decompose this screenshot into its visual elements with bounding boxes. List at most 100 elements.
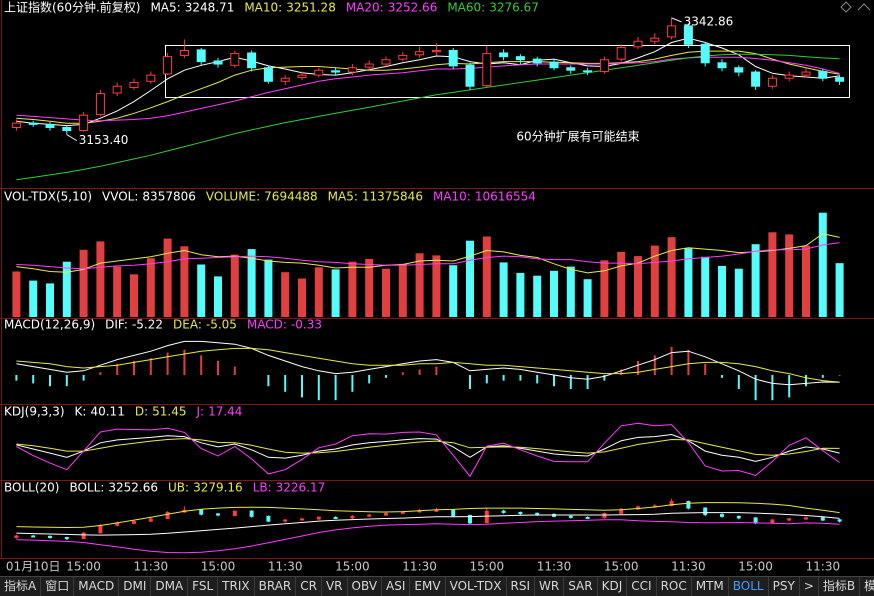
candle-body xyxy=(247,52,257,69)
candle-body xyxy=(801,71,811,76)
volume-bar xyxy=(835,263,844,317)
candle-body xyxy=(700,43,710,64)
volume-bar xyxy=(398,263,407,317)
volume-bar xyxy=(146,258,155,317)
indicator-value: 3251.28 xyxy=(286,1,336,15)
toolbar-tab[interactable]: KDJ xyxy=(598,577,628,596)
indicator-label: UB: xyxy=(168,481,189,495)
annotation-label: 3153.40 xyxy=(79,133,129,147)
volume-bar xyxy=(667,237,676,317)
candle-body xyxy=(11,122,21,128)
toolbar-tab[interactable]: VOL-TDX xyxy=(446,577,507,596)
toolbar-tab[interactable]: MTM xyxy=(692,577,729,596)
x-tick-label: 11:30 xyxy=(402,560,437,574)
toolbar-tab[interactable]: SAR xyxy=(564,577,598,596)
toolbar-tab[interactable]: 指标A xyxy=(0,577,42,596)
indicator-label: DIF: xyxy=(105,318,128,332)
indicator-line xyxy=(16,422,840,478)
indicator-label: MA10: xyxy=(433,190,471,204)
toolbar-tab[interactable]: PSY xyxy=(769,577,800,596)
candle-body xyxy=(431,49,441,53)
indicator-label: MA10: xyxy=(244,1,282,15)
candle-body xyxy=(736,515,741,519)
candle-body xyxy=(616,46,626,60)
panel-title: KDJ(9,3,3) xyxy=(4,405,65,419)
toolbar-tab[interactable]: VR xyxy=(322,577,348,596)
toolbar-tab[interactable]: RSI xyxy=(507,577,536,596)
indicator-label: MA20: xyxy=(346,1,384,15)
toolbar-tab[interactable]: WR xyxy=(535,577,565,596)
volume-bar xyxy=(264,259,273,317)
toolbar-tab[interactable]: BRAR xyxy=(255,577,297,596)
toolbar-tab[interactable]: MACD xyxy=(74,577,120,596)
volume-bar xyxy=(566,266,575,317)
candle-body xyxy=(79,114,89,132)
toolbar-tab[interactable]: 模板 xyxy=(860,577,874,596)
indicator-value: 17.44 xyxy=(208,405,242,419)
candle-body xyxy=(650,37,660,42)
toolbar-tab[interactable]: EMV xyxy=(410,577,446,596)
candle-body xyxy=(14,535,19,538)
candle-body xyxy=(468,514,472,524)
indicator-line xyxy=(16,512,840,536)
volume-bar xyxy=(298,278,306,317)
panel-title: 上证指数(60分钟.前复权) xyxy=(4,0,140,15)
candle-body xyxy=(213,60,223,65)
indicator-line xyxy=(16,438,840,456)
volume-bar xyxy=(197,264,206,317)
volume-bar xyxy=(751,244,760,317)
toolbar-tab[interactable]: > xyxy=(800,577,819,596)
candle-body xyxy=(484,510,489,524)
icon-diamond[interactable] xyxy=(840,1,852,13)
volume-bar xyxy=(466,240,474,317)
candle-body xyxy=(98,525,103,534)
candle-body xyxy=(451,509,456,517)
candle-body xyxy=(818,70,828,79)
annotation-note: 60分钟扩展有可能结束 xyxy=(516,129,639,144)
indicator-value: 3276.67 xyxy=(489,1,539,15)
candle-body xyxy=(230,53,240,66)
toolbar-tab[interactable]: BOLL xyxy=(729,577,769,596)
toolbar-tab[interactable]: 窗口 xyxy=(41,577,75,596)
toolbar-tab[interactable]: ASI xyxy=(382,577,411,596)
toolbar-tab[interactable]: DMI xyxy=(119,577,152,596)
candle-body xyxy=(364,63,374,68)
toolbar-tab[interactable]: 指标B xyxy=(819,577,861,596)
indicator-label: LB: xyxy=(253,481,272,495)
toolbar-tab[interactable]: FSL xyxy=(188,577,219,596)
indicator-label: MA5: xyxy=(328,190,358,204)
candle-body xyxy=(633,40,643,48)
indicator-value: 3252.66 xyxy=(388,1,438,15)
candle-body xyxy=(787,518,792,521)
candle-body xyxy=(95,93,105,116)
candle-body xyxy=(717,62,727,69)
indicator-line xyxy=(16,519,840,554)
toolbar-tab[interactable]: DMA xyxy=(151,577,189,596)
tab-group: 指标B模板 xyxy=(819,577,874,596)
candle-body xyxy=(434,509,439,512)
candle-body xyxy=(683,25,693,45)
candle-body xyxy=(784,74,794,79)
toolbar-tab[interactable]: CCI xyxy=(627,577,657,596)
toolbar-tab[interactable]: CR xyxy=(296,577,322,596)
volume-bar xyxy=(734,268,743,317)
candle-body xyxy=(667,25,677,38)
tab-group: 指标A 窗口 MACD DMI DMA FSL TRIX BRAR CR VR OBV ASI EMV V… xyxy=(0,577,819,596)
candle-body xyxy=(249,510,254,517)
candle-body xyxy=(381,59,391,65)
x-tick-label: 15:00 xyxy=(738,560,773,574)
candle-body xyxy=(45,123,55,128)
icon-collapse[interactable] xyxy=(857,3,871,11)
x-tick-label: 11:30 xyxy=(537,560,572,574)
indicator-line xyxy=(16,37,840,127)
candle-body xyxy=(31,535,36,538)
candle-body xyxy=(804,517,808,520)
panel-title: VOL-TDX(5,10) xyxy=(4,190,92,204)
toolbar-tab[interactable]: ROC xyxy=(657,577,692,596)
candle-body xyxy=(568,515,573,518)
candle-body xyxy=(316,516,321,520)
volume-bar xyxy=(583,279,592,317)
x-tick-label: 15:00 xyxy=(66,560,101,574)
toolbar-tab[interactable]: TRIX xyxy=(218,577,255,596)
toolbar-tab[interactable]: OBV xyxy=(348,577,383,596)
